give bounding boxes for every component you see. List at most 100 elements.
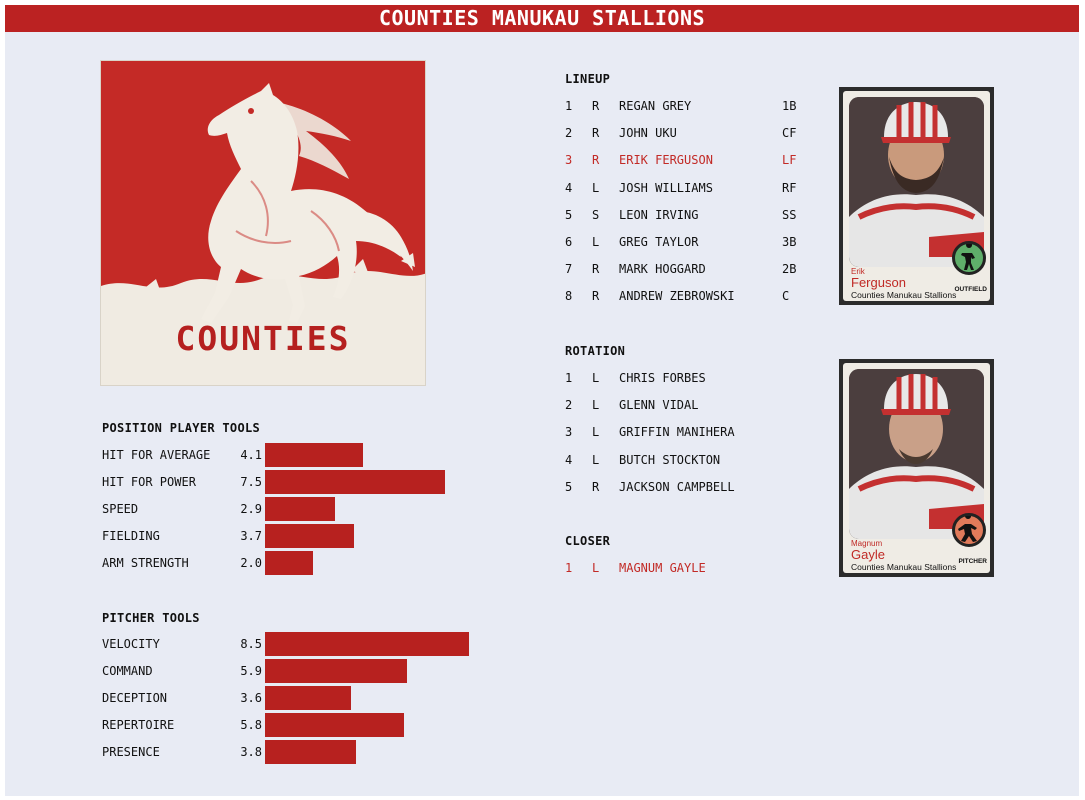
player-hand: R <box>592 262 600 277</box>
tool-bar <box>265 713 404 737</box>
tool-value: 5.9 <box>240 664 262 678</box>
player-name: ERIK FERGUSON <box>619 153 713 168</box>
player-pos: SS <box>782 207 797 222</box>
card-team-name: Counties Manukau Stallions <box>851 562 957 572</box>
player-num: 7 <box>565 262 573 277</box>
player-pos: 2B <box>782 262 797 277</box>
lineup-title: LINEUP <box>565 72 611 86</box>
tool-bar <box>265 470 445 494</box>
tool-label: VELOCITY <box>102 637 160 651</box>
tool-value: 3.6 <box>240 691 262 705</box>
player-num: 4 <box>565 180 573 195</box>
player-name: GLENN VIDAL <box>619 398 699 413</box>
player-hand: S <box>592 207 600 222</box>
player-pos: C <box>782 289 790 304</box>
card-last-name: Gayle <box>851 547 885 562</box>
card-first-name: Erik <box>851 267 865 276</box>
player-name: GREG TAYLOR <box>619 235 699 249</box>
tool-value: 5.8 <box>240 718 262 732</box>
player-hand: L <box>592 180 600 195</box>
tool-bar <box>265 659 407 683</box>
tool-label: COMMAND <box>102 664 153 678</box>
tool-value: 7.5 <box>240 475 262 489</box>
player-hand: R <box>592 99 600 113</box>
tool-label: REPERTOIRE <box>102 718 175 732</box>
player-name: MARK HOGGARD <box>619 262 706 277</box>
player-num: 2 <box>565 398 573 413</box>
tool-bar <box>265 497 335 521</box>
team-logo: COUNTIES <box>100 60 426 386</box>
player-name: JACKSON CAMPBELL <box>619 479 735 494</box>
tool-bar <box>265 686 351 710</box>
card-last-name: Ferguson <box>851 275 906 290</box>
player-num: 3 <box>565 425 573 440</box>
tool-label: FIELDING <box>102 529 160 543</box>
player-name: JOHN UKU <box>619 126 677 141</box>
player-pos: 1B <box>782 99 797 113</box>
card-first-name: Magnum <box>851 539 883 548</box>
player-name: JOSH WILLIAMS <box>619 180 713 195</box>
tool-label: DECEPTION <box>102 691 168 705</box>
tool-label: SPEED <box>102 502 139 516</box>
card-inner: Erik Ferguson Counties Manukau Stallions… <box>843 91 990 301</box>
tool-bar <box>265 632 469 656</box>
player-hand: L <box>592 398 600 413</box>
tool-label: HIT FOR POWER <box>102 475 196 489</box>
pitcher-tools-title: PITCHER TOOLS <box>102 611 200 625</box>
player-name: MAGNUM GAYLE <box>619 561 706 575</box>
player-pos: 3B <box>782 235 797 249</box>
player-hand: R <box>592 289 600 304</box>
player-num: 5 <box>565 207 573 222</box>
tool-value: 3.8 <box>240 745 262 759</box>
tool-value: 2.9 <box>240 502 262 516</box>
player-hand: L <box>592 425 600 440</box>
player-pos: RF <box>782 180 797 195</box>
player-card-ferguson[interactable]: Erik Ferguson Counties Manukau Stallions… <box>839 87 994 305</box>
logo-wordmark: COUNTIES <box>175 319 351 358</box>
tool-bar <box>265 524 354 548</box>
player-name: BUTCH STOCKTON <box>619 452 721 467</box>
player-num: 1 <box>565 561 573 575</box>
tool-bar <box>265 551 313 575</box>
page-title: COUNTIES MANUKAU STALLIONS <box>5 5 1079 32</box>
player-name: ANDREW ZEBROWSKI <box>619 289 735 304</box>
tool-value: 2.0 <box>240 556 262 570</box>
player-name: CHRIS FORBES <box>619 371 706 385</box>
tool-bar <box>265 443 363 467</box>
player-card-gayle[interactable]: Magnum Gayle Counties Manukau Stallions … <box>839 359 994 577</box>
card-position: OUTFIELD <box>954 286 988 293</box>
player-hand: L <box>592 561 600 575</box>
player-num: 6 <box>565 235 573 249</box>
player-num: 8 <box>565 289 573 304</box>
closer-title: CLOSER <box>565 534 611 548</box>
tool-label: ARM STRENGTH <box>102 556 189 570</box>
player-num: 1 <box>565 99 573 113</box>
player-photo <box>849 97 984 267</box>
player-num: 5 <box>565 479 573 494</box>
tool-value: 8.5 <box>240 637 262 651</box>
player-hand: L <box>592 235 600 249</box>
pitcher-icon <box>952 513 986 547</box>
outfielder-icon <box>952 241 986 275</box>
tool-label: PRESENCE <box>102 745 160 759</box>
player-hand: R <box>592 126 600 141</box>
card-team-name: Counties Manukau Stallions <box>851 290 957 300</box>
tool-value: 3.7 <box>240 529 262 543</box>
player-num: 4 <box>565 452 573 467</box>
player-hand: R <box>592 153 600 168</box>
player-pos: CF <box>782 126 797 141</box>
player-num: 2 <box>565 126 573 141</box>
player-num: 3 <box>565 153 573 168</box>
tool-bar <box>265 740 356 764</box>
position-tools-title: POSITION PLAYER TOOLS <box>102 421 261 435</box>
player-hand: R <box>592 479 600 494</box>
player-hand: L <box>592 371 600 385</box>
tool-value: 4.1 <box>240 448 262 462</box>
horse-icon <box>101 61 425 385</box>
player-name: REGAN GREY <box>619 99 692 113</box>
page-panel: COUNTIES MANUKAU STALLIONS COUNTIES POSI… <box>5 5 1079 796</box>
rotation-title: ROTATION <box>565 344 626 358</box>
player-num: 1 <box>565 371 573 385</box>
card-position: PITCHER <box>958 558 987 565</box>
player-hand: L <box>592 452 600 467</box>
